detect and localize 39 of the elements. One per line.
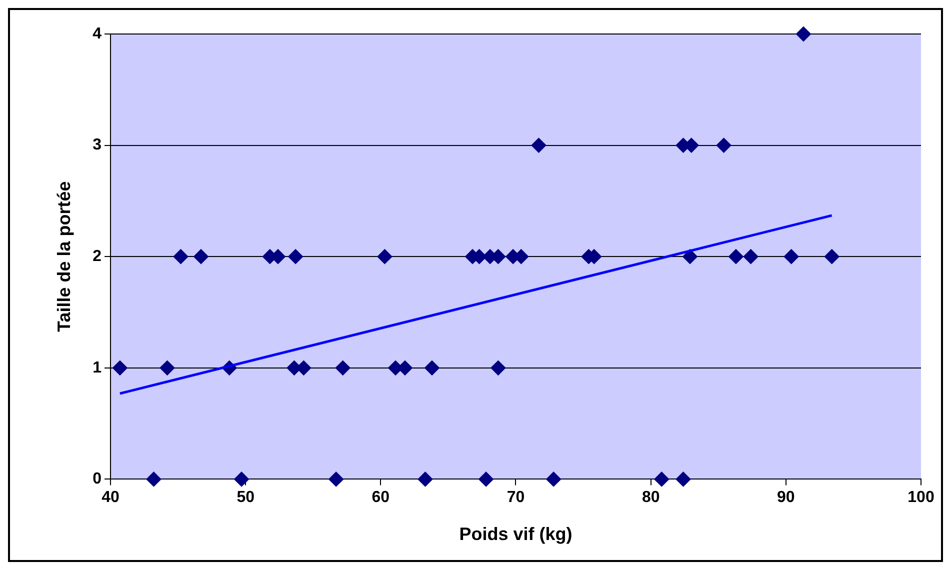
y-tick-label: 3 [92, 136, 102, 154]
point [173, 249, 188, 264]
point [288, 249, 304, 264]
point [784, 249, 799, 264]
point [728, 249, 744, 264]
x-tick-label: 60 [372, 489, 390, 506]
x-tick-label: 70 [506, 489, 525, 506]
x-tick-label: 80 [642, 489, 660, 506]
point [194, 249, 209, 264]
point [743, 249, 758, 264]
point [234, 472, 250, 487]
point [112, 360, 128, 376]
x-tick-label: 100 [908, 489, 934, 506]
point [328, 472, 344, 487]
point [654, 472, 670, 487]
point [160, 360, 175, 376]
point [824, 249, 840, 264]
point [146, 472, 162, 487]
x-tick-label: 90 [777, 489, 795, 506]
point [490, 360, 506, 376]
x-tick-label: 40 [102, 489, 120, 506]
y-tick-label: 1 [92, 359, 102, 376]
point [531, 138, 546, 153]
point [478, 472, 494, 487]
point [377, 249, 392, 264]
point [716, 138, 732, 153]
x-axis-title: Poids vif (kg) [459, 524, 572, 544]
point [418, 472, 433, 487]
point [796, 26, 811, 42]
y-tick-label: 0 [92, 470, 102, 488]
point [676, 472, 691, 487]
point [424, 360, 440, 376]
point [682, 249, 698, 264]
x-tick-label: 50 [236, 489, 255, 506]
point [546, 472, 562, 487]
y-tick-label: 4 [92, 25, 102, 42]
y-axis-title: Taille de la portée [54, 181, 74, 332]
point [335, 360, 350, 376]
y-tick-label: 2 [92, 248, 102, 266]
